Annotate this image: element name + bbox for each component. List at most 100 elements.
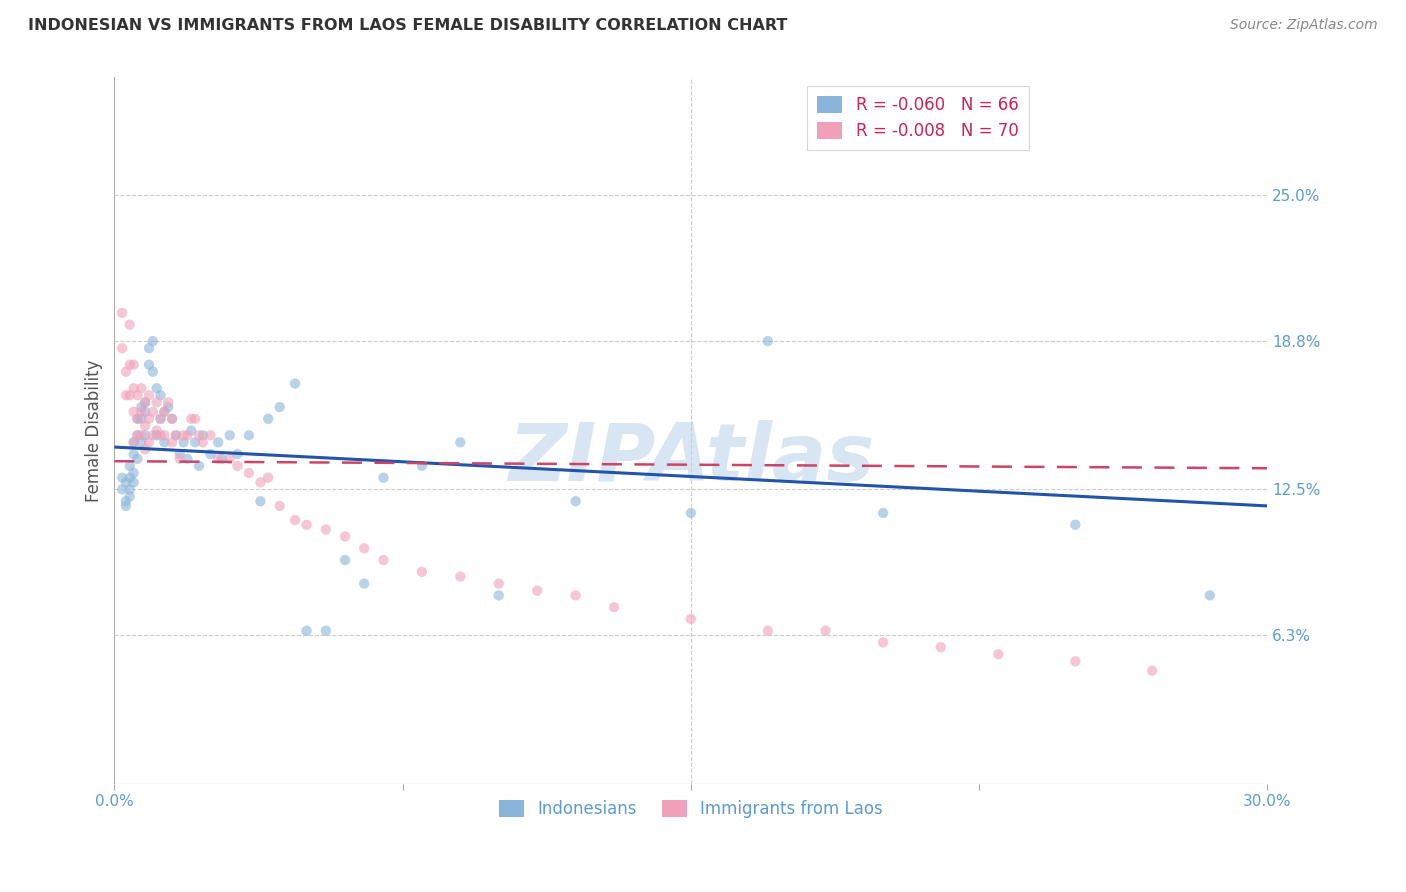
Point — [115, 494, 138, 508]
Point — [127, 428, 149, 442]
Y-axis label: Female Disability: Female Disability — [86, 359, 103, 502]
Point — [118, 358, 141, 372]
Point — [111, 471, 134, 485]
Point — [188, 458, 211, 473]
Point — [373, 471, 395, 485]
Point — [145, 424, 167, 438]
Point — [238, 466, 260, 480]
Point — [122, 358, 145, 372]
Point — [157, 395, 180, 409]
Point — [200, 428, 222, 442]
Point — [564, 588, 586, 602]
Point — [138, 435, 160, 450]
Point — [284, 376, 307, 391]
Point — [295, 517, 318, 532]
Point — [218, 428, 240, 442]
Point — [122, 435, 145, 450]
Point — [111, 341, 134, 355]
Point — [160, 435, 183, 450]
Point — [122, 405, 145, 419]
Point — [226, 458, 249, 473]
Point — [353, 541, 375, 556]
Point — [131, 435, 153, 450]
Point — [145, 395, 167, 409]
Point — [284, 513, 307, 527]
Point — [131, 400, 153, 414]
Point — [142, 334, 165, 348]
Point — [127, 451, 149, 466]
Point — [127, 388, 149, 402]
Point — [115, 365, 138, 379]
Point — [353, 576, 375, 591]
Point — [160, 412, 183, 426]
Point — [134, 395, 156, 409]
Point — [814, 624, 837, 638]
Point — [142, 405, 165, 419]
Point — [238, 428, 260, 442]
Text: INDONESIAN VS IMMIGRANTS FROM LAOS FEMALE DISABILITY CORRELATION CHART: INDONESIAN VS IMMIGRANTS FROM LAOS FEMAL… — [28, 18, 787, 33]
Point — [122, 466, 145, 480]
Point — [134, 428, 156, 442]
Point — [127, 412, 149, 426]
Point — [122, 447, 145, 461]
Point — [118, 458, 141, 473]
Point — [180, 412, 202, 426]
Point — [131, 381, 153, 395]
Point — [249, 494, 271, 508]
Point — [145, 381, 167, 395]
Point — [756, 624, 779, 638]
Point — [127, 428, 149, 442]
Point — [333, 553, 356, 567]
Point — [207, 451, 229, 466]
Point — [269, 400, 291, 414]
Point — [118, 490, 141, 504]
Point — [134, 395, 156, 409]
Point — [153, 435, 176, 450]
Point — [1064, 654, 1087, 668]
Point — [188, 428, 211, 442]
Point — [315, 523, 337, 537]
Point — [249, 475, 271, 490]
Point — [118, 471, 141, 485]
Point — [149, 412, 172, 426]
Point — [149, 388, 172, 402]
Point — [315, 624, 337, 638]
Point — [218, 451, 240, 466]
Point — [173, 435, 195, 450]
Point — [127, 412, 149, 426]
Point — [488, 588, 510, 602]
Point — [115, 388, 138, 402]
Point — [184, 412, 207, 426]
Point — [169, 447, 191, 461]
Point — [180, 424, 202, 438]
Point — [211, 451, 233, 466]
Point — [295, 624, 318, 638]
Point — [131, 428, 153, 442]
Point — [165, 428, 187, 442]
Point — [142, 428, 165, 442]
Point — [165, 428, 187, 442]
Point — [134, 418, 156, 433]
Point — [153, 405, 176, 419]
Point — [488, 576, 510, 591]
Point — [122, 475, 145, 490]
Point — [257, 412, 280, 426]
Point — [679, 506, 702, 520]
Point — [115, 475, 138, 490]
Point — [176, 451, 198, 466]
Point — [200, 447, 222, 461]
Point — [756, 334, 779, 348]
Point — [411, 458, 433, 473]
Point — [122, 435, 145, 450]
Point — [226, 447, 249, 461]
Point — [134, 405, 156, 419]
Point — [191, 428, 214, 442]
Text: ZIPAtlas: ZIPAtlas — [508, 420, 875, 498]
Point — [987, 647, 1010, 661]
Point — [153, 405, 176, 419]
Point — [157, 400, 180, 414]
Point — [160, 412, 183, 426]
Point — [138, 412, 160, 426]
Point — [169, 451, 191, 466]
Point — [191, 435, 214, 450]
